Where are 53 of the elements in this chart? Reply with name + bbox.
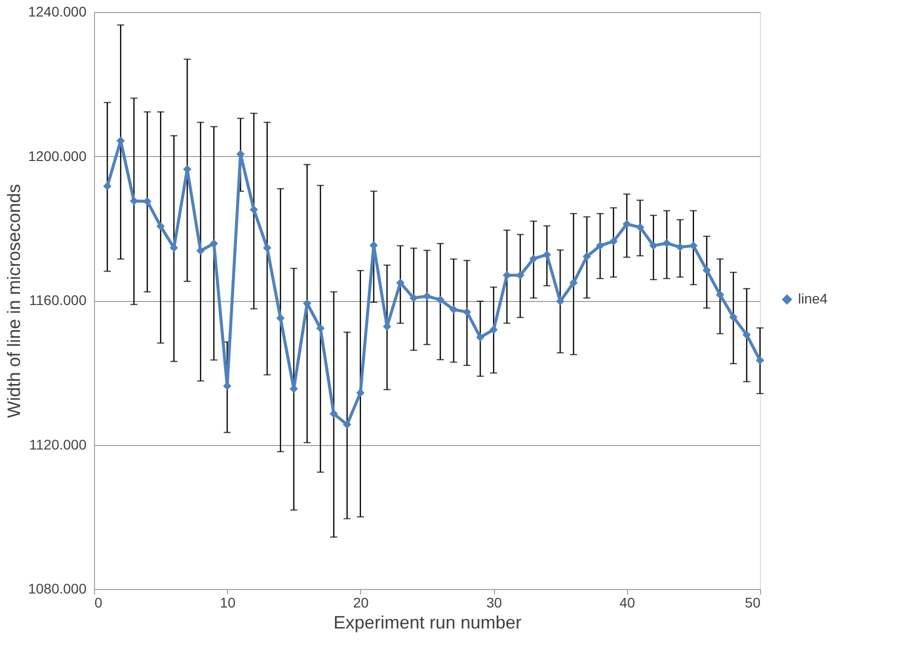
point [143,197,152,206]
point [516,271,524,280]
x-tick-label: 30 [486,594,502,610]
x-tick-label: 0 [94,594,102,610]
point [542,250,552,259]
x-tick-label: 50 [744,594,761,610]
point [489,326,498,334]
point [662,238,671,248]
point [409,294,418,302]
legend-label: line4 [798,290,828,306]
point [556,297,564,306]
y-tick-label: 1240.000 [28,4,87,20]
x-tick-label: 20 [353,594,369,610]
point [569,278,578,288]
point [342,420,352,429]
point [622,220,631,228]
point [702,266,711,274]
point [276,314,285,322]
point [582,252,592,261]
point [596,242,604,250]
point [609,237,618,246]
point [676,242,684,252]
point [689,242,698,250]
point [649,242,658,250]
point [729,312,738,322]
point [250,205,258,214]
point [636,223,644,232]
point [316,324,325,332]
point [156,222,165,230]
point [476,333,484,342]
y-axis-title: Width of line in microseconds [4,184,24,418]
point [449,305,458,314]
point [742,330,751,339]
point [529,254,538,263]
point [262,244,272,252]
y-tick-label: 1080.000 [28,580,87,596]
point [756,356,764,365]
y-tick-label: 1120.000 [29,436,87,452]
point [103,182,112,190]
x-tick-label: 10 [220,594,236,610]
point [210,239,218,248]
x-tick-label: 40 [620,594,636,610]
y-tick-label: 1160.000 [29,292,87,308]
y-tick-label: 1200.000 [28,148,87,164]
point [716,290,724,299]
point [330,410,338,418]
x-axis-title: Experiment run number [333,612,522,632]
point [196,246,205,255]
point [422,292,432,300]
point [436,296,445,304]
point [356,388,365,398]
point [462,308,472,316]
point [396,278,405,288]
